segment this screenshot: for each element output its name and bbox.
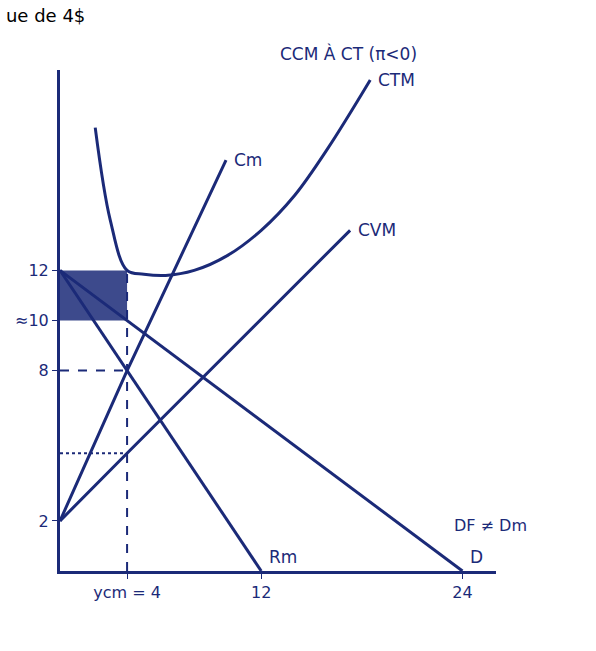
svg-text:ycm = 4: ycm = 4 bbox=[93, 583, 161, 602]
svg-text:8: 8 bbox=[39, 361, 49, 380]
svg-text:CVM: CVM bbox=[358, 220, 396, 240]
svg-text:12: 12 bbox=[28, 261, 48, 280]
svg-text:ue de 4$: ue de 4$ bbox=[6, 5, 85, 26]
svg-text:CTM: CTM bbox=[378, 70, 415, 90]
svg-text:24: 24 bbox=[452, 583, 472, 602]
svg-text:DF ≠ Dm: DF ≠ Dm bbox=[454, 516, 527, 535]
svg-text:12: 12 bbox=[251, 583, 271, 602]
svg-text:D: D bbox=[470, 547, 483, 567]
svg-text:Cm: Cm bbox=[234, 150, 262, 170]
svg-text:CCM À CT (π<0): CCM À CT (π<0) bbox=[280, 43, 417, 64]
svg-text:≈10: ≈10 bbox=[15, 311, 49, 330]
svg-text:Rm: Rm bbox=[269, 547, 297, 567]
svg-text:2: 2 bbox=[39, 512, 49, 531]
